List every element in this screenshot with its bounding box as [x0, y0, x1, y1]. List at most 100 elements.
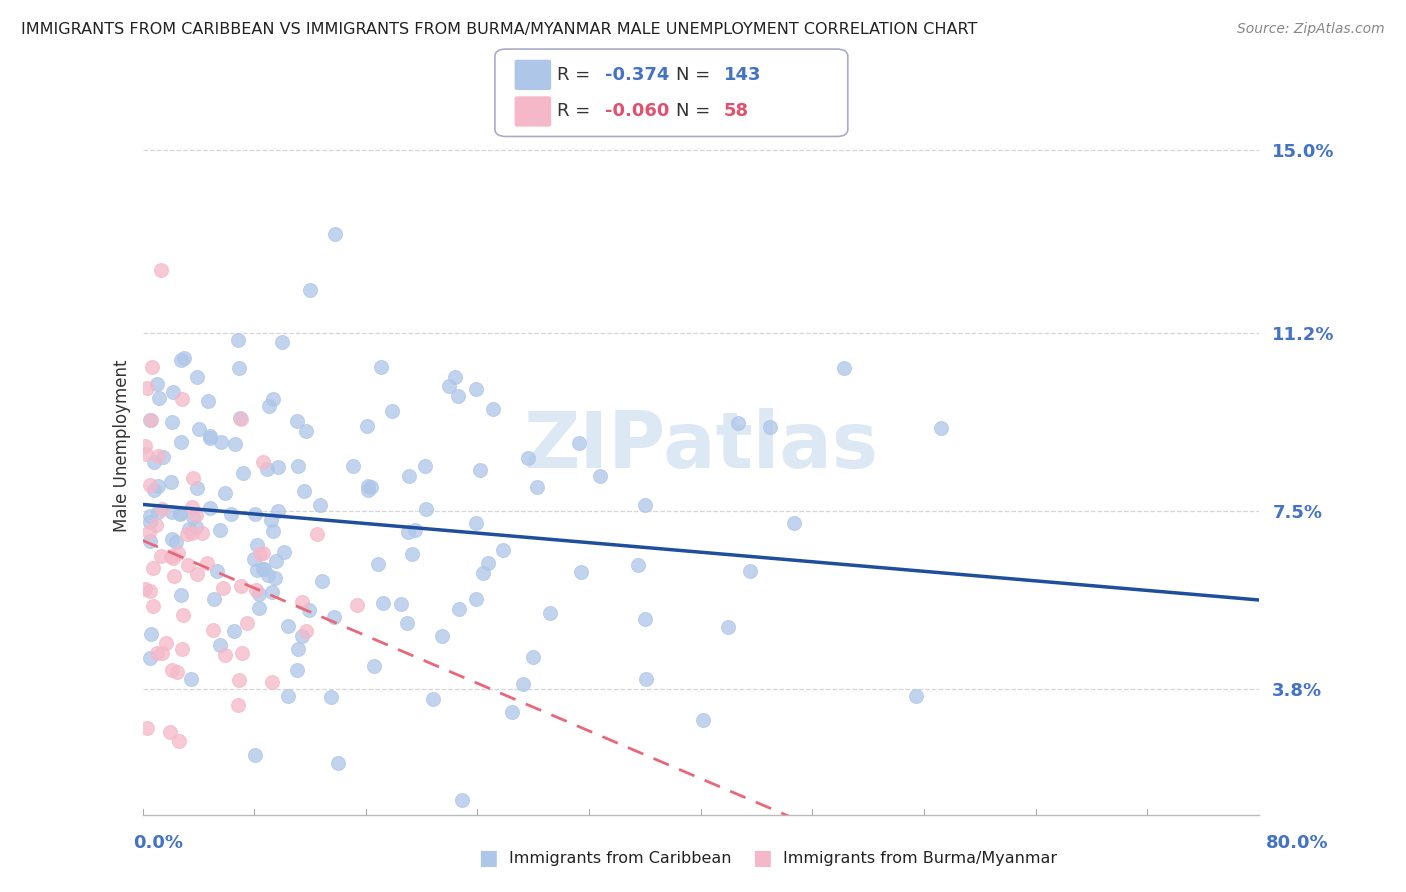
Point: [146, 646, 169, 660]
Point: [482, 401, 505, 416]
Text: R =: R =: [557, 66, 596, 84]
Point: [415, 459, 437, 474]
Point: [222, 624, 245, 639]
Text: -0.060: -0.060: [605, 103, 669, 120]
Text: N =: N =: [676, 103, 716, 120]
Point: [134, 582, 156, 597]
Point: [727, 416, 749, 430]
Point: [208, 638, 231, 652]
Point: [159, 724, 181, 739]
Point: [588, 468, 610, 483]
Point: [477, 556, 499, 570]
Point: [294, 424, 316, 438]
Point: [267, 460, 290, 475]
Point: [443, 370, 465, 384]
Point: [148, 392, 170, 406]
Point: [143, 483, 166, 498]
Point: [162, 415, 184, 429]
Point: [738, 564, 761, 578]
Point: [146, 479, 169, 493]
Point: [136, 380, 159, 394]
Point: [243, 551, 266, 566]
Point: [262, 392, 284, 406]
Point: [229, 411, 252, 425]
Point: [363, 658, 385, 673]
Point: [832, 360, 855, 375]
Point: [401, 547, 423, 561]
Point: [633, 612, 655, 626]
Point: [904, 689, 927, 703]
Point: [186, 481, 208, 495]
Point: [229, 410, 252, 425]
Point: [163, 569, 186, 583]
Point: [522, 650, 544, 665]
Point: [692, 714, 714, 728]
Point: [170, 392, 193, 406]
Point: [155, 635, 177, 649]
Point: [450, 793, 472, 807]
Point: [371, 596, 394, 610]
Point: [138, 516, 160, 530]
Point: [346, 599, 368, 613]
Point: [381, 404, 404, 418]
Point: [247, 601, 270, 615]
Point: [273, 545, 295, 559]
Point: [143, 455, 166, 469]
Point: [398, 468, 420, 483]
Point: [526, 479, 548, 493]
Point: [568, 435, 591, 450]
Point: [931, 421, 953, 435]
Point: [783, 516, 806, 531]
Point: [228, 360, 250, 375]
Text: ■: ■: [752, 848, 772, 868]
Text: ZIPatlas: ZIPatlas: [523, 408, 879, 484]
Point: [162, 551, 184, 566]
Point: [309, 498, 332, 512]
Point: [246, 563, 269, 577]
Text: Immigrants from Caribbean: Immigrants from Caribbean: [509, 851, 731, 865]
Point: [243, 748, 266, 763]
Point: [141, 359, 163, 374]
Point: [464, 516, 486, 531]
Point: [245, 582, 267, 597]
Point: [249, 548, 271, 562]
Point: [219, 507, 242, 521]
Point: [197, 393, 219, 408]
Point: [138, 584, 160, 599]
Point: [360, 480, 382, 494]
Point: [214, 648, 236, 662]
Point: [134, 439, 156, 453]
Point: [404, 524, 426, 538]
Point: [395, 615, 418, 630]
Text: 143: 143: [724, 66, 762, 84]
Point: [152, 450, 174, 465]
Point: [305, 527, 328, 541]
Point: [176, 527, 198, 541]
Point: [277, 689, 299, 703]
Point: [212, 581, 235, 595]
Point: [389, 597, 412, 611]
Point: [243, 507, 266, 521]
Point: [291, 595, 314, 609]
Point: [181, 510, 204, 524]
Point: [226, 333, 249, 347]
Point: [202, 591, 225, 606]
Point: [166, 665, 188, 679]
Point: [150, 549, 173, 563]
Point: [200, 501, 222, 516]
Point: [209, 434, 232, 449]
Point: [323, 609, 346, 624]
Point: [252, 546, 274, 560]
Point: [356, 483, 378, 497]
Point: [253, 562, 276, 576]
Point: [422, 692, 444, 706]
Point: [634, 498, 657, 512]
Point: [468, 463, 491, 477]
Point: [257, 399, 280, 413]
Point: [146, 449, 169, 463]
Text: 0.0%: 0.0%: [134, 834, 184, 852]
Point: [287, 663, 309, 677]
Point: [437, 379, 460, 393]
Point: [139, 413, 162, 427]
Point: [256, 462, 278, 476]
